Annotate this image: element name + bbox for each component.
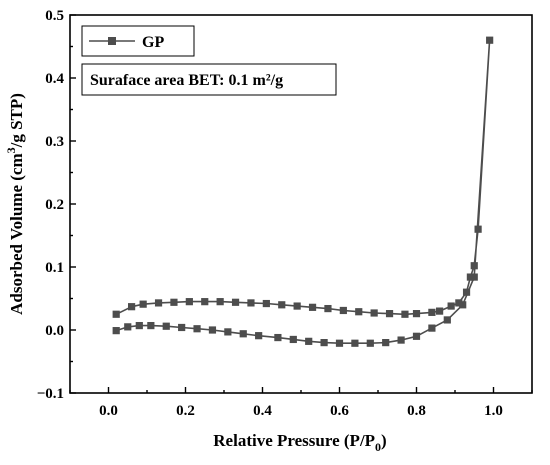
- y-tick-label: 0.0: [45, 323, 64, 339]
- y-tick-label: 0.3: [45, 134, 64, 150]
- data-point: [147, 321, 155, 330]
- tick-marks: [69, 14, 533, 394]
- legend-marker: [108, 37, 116, 45]
- data-point: [401, 310, 409, 318]
- data-point: [486, 36, 494, 44]
- data-point: [443, 316, 451, 324]
- bet-annotation: Suraface area BET: 0.1 m²/g: [81, 63, 337, 96]
- data-point: [366, 339, 374, 347]
- data-point: [255, 332, 263, 340]
- data-point: [397, 336, 405, 344]
- data-point: [124, 323, 132, 331]
- data-point: [178, 323, 186, 332]
- y-tick-label: −0.1: [37, 386, 64, 402]
- data-point: [455, 299, 463, 307]
- data-point: [320, 339, 328, 347]
- data-point: [193, 325, 201, 333]
- x-tick-labels: 0.0 0.2 0.4 0.6 0.8 1.0: [99, 403, 503, 419]
- data-point: [385, 310, 394, 318]
- annotation-text: Suraface area BET: 0.1 m²/g: [90, 72, 283, 89]
- data-point: [247, 299, 255, 307]
- y-tick-label: 0.2: [45, 197, 64, 213]
- x-tick-label: 0.0: [99, 403, 118, 419]
- data-point: [162, 322, 170, 330]
- data-point: [436, 307, 444, 315]
- x-axis-title: Relative Pressure (P/P0): [213, 431, 386, 454]
- data-point: [474, 225, 482, 233]
- series-layer: [112, 36, 494, 347]
- data-point: [355, 308, 363, 316]
- data-point: [128, 303, 136, 311]
- x-tick-label: 0.4: [253, 403, 272, 419]
- data-point: [278, 301, 286, 309]
- data-point: [154, 299, 163, 307]
- y-tick-label: 0.4: [45, 71, 64, 87]
- x-tick-label: 0.2: [176, 403, 195, 419]
- data-point: [339, 306, 347, 315]
- data-point: [412, 310, 421, 318]
- x-tick-label: 0.8: [407, 403, 426, 419]
- data-point: [428, 324, 436, 332]
- data-point: [262, 299, 270, 308]
- annotation-box: [81, 63, 337, 96]
- legend-label: GP: [142, 34, 164, 51]
- data-point: [470, 273, 478, 281]
- data-point: [139, 300, 147, 308]
- data-point: [351, 339, 359, 347]
- data-point: [170, 298, 178, 306]
- y-tick-label: 0.5: [45, 8, 64, 24]
- data-point: [216, 298, 224, 306]
- data-point: [428, 308, 436, 316]
- data-point: [412, 332, 421, 340]
- data-point: [201, 298, 209, 306]
- data-point: [208, 326, 217, 334]
- x-tick-label: 1.0: [484, 403, 503, 419]
- data-point: [289, 335, 297, 344]
- data-point: [324, 304, 332, 313]
- data-point: [466, 273, 474, 281]
- data-point: [308, 303, 317, 311]
- data-point: [231, 298, 240, 306]
- data-point: [274, 333, 282, 342]
- data-point: [370, 309, 378, 317]
- data-point: [459, 301, 467, 309]
- data-point: [112, 310, 120, 318]
- data-point: [447, 302, 455, 310]
- y-axis-title: Adsorbed Volume (cm3/g STP): [4, 93, 26, 315]
- x-tick-label: 0.6: [330, 403, 349, 419]
- y-tick-label: 0.1: [45, 260, 64, 276]
- data-point: [112, 327, 120, 335]
- data-point: [239, 330, 247, 338]
- data-point: [382, 339, 390, 347]
- data-point: [335, 339, 344, 347]
- data-point: [135, 321, 143, 330]
- data-point: [185, 298, 193, 306]
- data-point: [224, 328, 232, 336]
- data-point: [293, 302, 301, 310]
- data-point: [462, 288, 471, 296]
- data-point: [470, 262, 478, 270]
- data-point: [305, 337, 313, 345]
- y-tick-labels: −0.1 0.0 0.1 0.2 0.3 0.4 0.5: [37, 8, 65, 402]
- legend: GP: [81, 25, 195, 57]
